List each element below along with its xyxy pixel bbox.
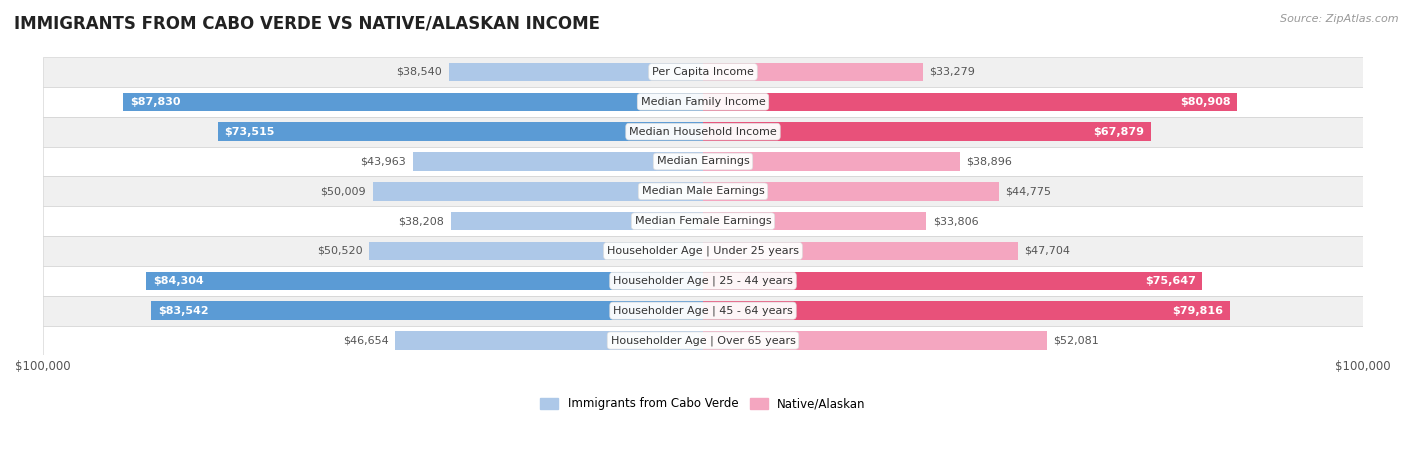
Text: Median Family Income: Median Family Income (641, 97, 765, 107)
Bar (449, 63, 703, 81)
Text: Source: ZipAtlas.com: Source: ZipAtlas.com (1281, 14, 1399, 24)
Bar (703, 182, 998, 200)
Text: Median Household Income: Median Household Income (628, 127, 778, 137)
Text: $67,879: $67,879 (1094, 127, 1144, 137)
Bar (124, 92, 703, 111)
Bar (146, 272, 703, 290)
Bar (42, 296, 1364, 325)
Bar (42, 206, 1364, 236)
Text: $33,806: $33,806 (932, 216, 979, 226)
Text: $79,816: $79,816 (1173, 306, 1223, 316)
Text: $47,704: $47,704 (1025, 246, 1070, 256)
Text: $50,520: $50,520 (318, 246, 363, 256)
Bar (703, 331, 1047, 350)
Text: IMMIGRANTS FROM CABO VERDE VS NATIVE/ALASKAN INCOME: IMMIGRANTS FROM CABO VERDE VS NATIVE/ALA… (14, 14, 600, 32)
Bar (42, 87, 1364, 117)
Bar (703, 122, 1152, 141)
Bar (703, 92, 1237, 111)
Text: Per Capita Income: Per Capita Income (652, 67, 754, 77)
Text: Householder Age | 45 - 64 years: Householder Age | 45 - 64 years (613, 305, 793, 316)
Text: $73,515: $73,515 (225, 127, 274, 137)
Bar (413, 152, 703, 171)
Bar (42, 177, 1364, 206)
Bar (703, 152, 960, 171)
Bar (42, 266, 1364, 296)
Text: $52,081: $52,081 (1053, 335, 1099, 346)
Text: $84,304: $84,304 (153, 276, 204, 286)
Bar (370, 242, 703, 260)
Bar (42, 236, 1364, 266)
Bar (42, 325, 1364, 355)
Text: Householder Age | Under 25 years: Householder Age | Under 25 years (607, 246, 799, 256)
Text: $50,009: $50,009 (321, 186, 366, 196)
Bar (373, 182, 703, 200)
Bar (42, 117, 1364, 147)
Text: $46,654: $46,654 (343, 335, 388, 346)
Text: Median Male Earnings: Median Male Earnings (641, 186, 765, 196)
Bar (42, 147, 1364, 177)
Text: $83,542: $83,542 (157, 306, 208, 316)
Text: Householder Age | Over 65 years: Householder Age | Over 65 years (610, 335, 796, 346)
Text: $75,647: $75,647 (1144, 276, 1197, 286)
Text: $38,540: $38,540 (396, 67, 441, 77)
Text: $44,775: $44,775 (1005, 186, 1052, 196)
Text: $38,896: $38,896 (966, 156, 1012, 166)
Text: $33,279: $33,279 (929, 67, 976, 77)
Bar (152, 301, 703, 320)
Bar (703, 242, 1018, 260)
Bar (218, 122, 703, 141)
Bar (395, 331, 703, 350)
Text: Median Earnings: Median Earnings (657, 156, 749, 166)
Bar (703, 212, 927, 230)
Bar (703, 301, 1230, 320)
Text: $43,963: $43,963 (360, 156, 406, 166)
Text: $87,830: $87,830 (129, 97, 180, 107)
Bar (42, 57, 1364, 87)
Text: Median Female Earnings: Median Female Earnings (634, 216, 772, 226)
Text: $80,908: $80,908 (1180, 97, 1230, 107)
Legend: Immigrants from Cabo Verde, Native/Alaskan: Immigrants from Cabo Verde, Native/Alask… (536, 393, 870, 415)
Text: Householder Age | 25 - 44 years: Householder Age | 25 - 44 years (613, 276, 793, 286)
Text: $38,208: $38,208 (398, 216, 444, 226)
Bar (703, 63, 922, 81)
Bar (703, 272, 1202, 290)
Bar (451, 212, 703, 230)
